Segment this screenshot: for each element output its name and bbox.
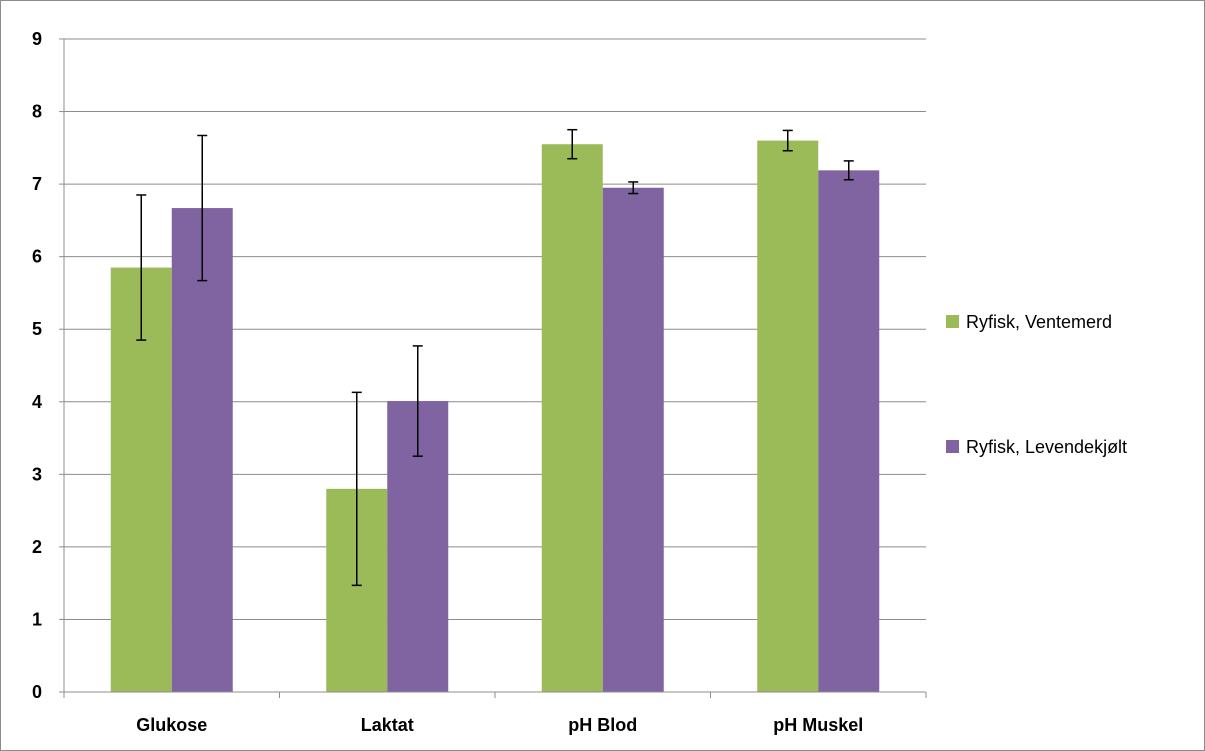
bar-ph-muskel-series-1 (757, 140, 819, 693)
bar-ph-muskel-series-2 (818, 170, 880, 692)
x-tick-label: Laktat (361, 715, 414, 735)
y-tick-label: 4 (32, 392, 42, 412)
axes: 0 1 2 3 4 5 6 7 8 9 Glukose Laktat pH Blod pH Muskel (32, 29, 927, 735)
legend-label-1: Ryfisk, Ventemerd (966, 312, 1112, 332)
y-tick-label: 0 (32, 682, 42, 702)
y-tick-label: 6 (32, 247, 42, 267)
y-tick-label: 8 (32, 102, 42, 122)
bar-glukose-series-2 (171, 208, 233, 692)
y-tick-label: 7 (32, 174, 42, 194)
y-tick-label: 5 (32, 319, 42, 339)
x-tick-label: Glukose (136, 715, 207, 735)
y-tick-label: 2 (32, 537, 42, 557)
legend: Ryfisk, Ventemerd Ryfisk, Levendekjølt (946, 312, 1127, 457)
x-tick-label: pH Blod (568, 715, 637, 735)
legend-swatch-1 (946, 315, 959, 328)
y-tick-label: 3 (32, 464, 42, 484)
bar-ph-blod-series-1 (541, 144, 603, 692)
bar-ph-blod-series-2 (602, 187, 664, 692)
y-tick-label: 9 (32, 29, 42, 49)
error-bars (136, 128, 854, 587)
legend-swatch-2 (946, 440, 959, 453)
x-tick-label: pH Muskel (773, 715, 863, 735)
bars (110, 140, 880, 693)
y-tick-label: 1 (32, 609, 42, 629)
legend-label-2: Ryfisk, Levendekjølt (966, 437, 1127, 457)
